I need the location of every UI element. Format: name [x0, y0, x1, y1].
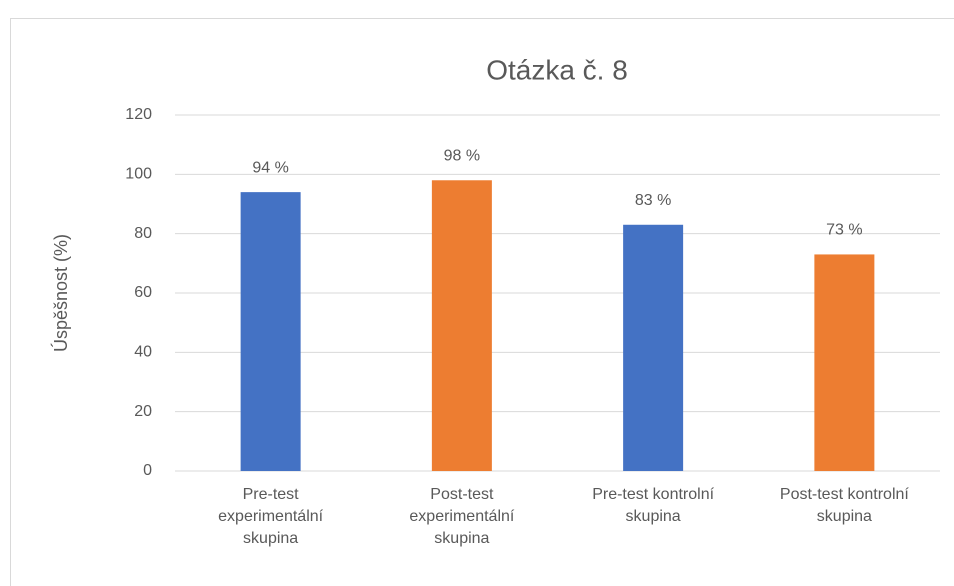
y-tick-label: 20	[134, 403, 152, 420]
data-label: 94 %	[252, 159, 288, 176]
bar	[240, 192, 301, 471]
y-tick-label: 120	[125, 106, 152, 123]
bar	[431, 180, 492, 471]
x-tick-label: Post-test experimentální skupina	[409, 486, 515, 547]
bar	[814, 254, 875, 471]
data-label: 98 %	[444, 147, 480, 164]
data-label: 83 %	[635, 192, 671, 209]
y-tick-label: 80	[134, 225, 152, 242]
data-label: 73 %	[826, 222, 862, 239]
chart-title: Otázka č. 8	[486, 54, 628, 85]
y-tick-label: 40	[134, 344, 152, 361]
y-tick-label: 60	[134, 284, 152, 301]
x-tick-label: Post-test kontrolní skupina	[779, 486, 909, 525]
y-axis-label: Úspěšnost (%)	[50, 234, 71, 352]
y-tick-label: 0	[143, 462, 152, 479]
x-tick-label: Pre-test experimentální skupina	[218, 486, 324, 547]
bar	[623, 224, 684, 471]
y-tick-label: 100	[125, 166, 152, 183]
x-tick-label: Pre-test kontrolní skupina	[592, 486, 715, 525]
